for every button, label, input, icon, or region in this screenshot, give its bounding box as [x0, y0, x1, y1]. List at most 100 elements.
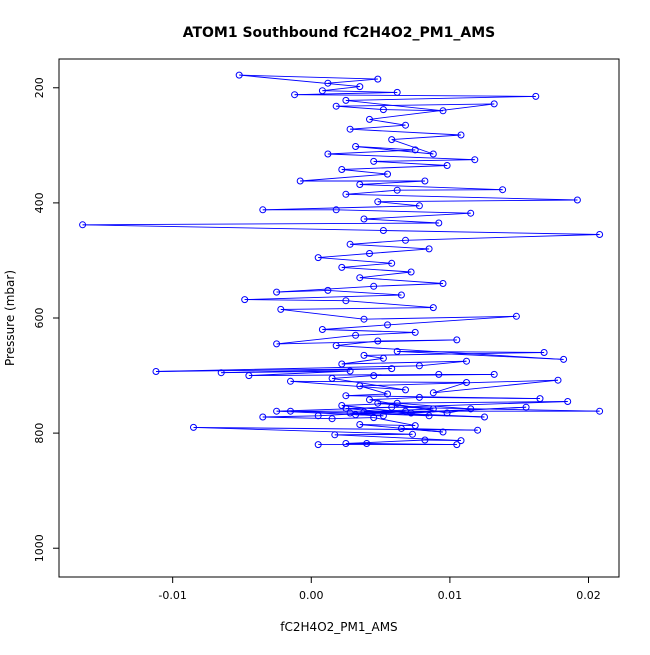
- data-point: [384, 390, 391, 398]
- data-point: [328, 374, 336, 382]
- series-line-segment: [248, 370, 351, 377]
- data-point: [411, 146, 419, 154]
- data-point: [287, 377, 294, 385]
- series-line-segment: [373, 160, 448, 166]
- series-line-segment: [391, 134, 462, 141]
- series-line-segment: [336, 103, 495, 107]
- series-line-segment: [244, 299, 346, 302]
- series-line-segment: [405, 234, 600, 241]
- data-point: [356, 83, 364, 91]
- series-line-segment: [377, 199, 578, 203]
- series-line-segment: [419, 360, 467, 367]
- series-line-segment: [290, 380, 467, 383]
- series-line-segment: [262, 415, 319, 418]
- data-point: [540, 349, 548, 356]
- data-point: [342, 190, 350, 198]
- series-line-segment: [345, 193, 578, 201]
- x-tick-label: 0.01: [438, 589, 463, 602]
- data-point: [407, 409, 415, 417]
- series-line-segment: [334, 434, 462, 442]
- data-point: [217, 369, 225, 377]
- series-line-segment: [345, 395, 541, 400]
- data-point: [360, 351, 368, 359]
- data-point: [429, 304, 437, 312]
- data-point: [273, 340, 281, 348]
- series-line-segment: [193, 426, 478, 431]
- data-point: [463, 357, 470, 365]
- series-line-segment: [280, 308, 365, 320]
- data-point: [324, 286, 332, 294]
- series-points: [79, 71, 604, 449]
- data-point: [259, 206, 267, 214]
- series-line-segment: [341, 165, 448, 170]
- series-line-segment: [290, 380, 406, 391]
- data-point: [453, 441, 461, 449]
- data-point: [379, 412, 387, 420]
- data-point: [443, 162, 451, 169]
- series-line-segment: [276, 339, 457, 345]
- data-point: [439, 428, 447, 436]
- series-line-segment: [411, 406, 527, 414]
- x-tick-label: -0.01: [158, 589, 186, 602]
- series-line-segment: [239, 74, 360, 88]
- data-point: [356, 181, 364, 188]
- data-point: [384, 170, 391, 178]
- series-line-segment: [387, 315, 517, 326]
- data-point: [421, 436, 429, 444]
- series-line-segment: [359, 271, 412, 279]
- data-point: [152, 368, 160, 375]
- data-point: [415, 393, 423, 401]
- data-point: [522, 403, 530, 411]
- data-point: [421, 177, 429, 185]
- data-point: [393, 186, 401, 194]
- series-line-segment: [363, 315, 517, 320]
- series-line-segment: [341, 262, 392, 268]
- series-line-segment: [345, 95, 536, 101]
- data-point: [332, 342, 340, 350]
- series-line-segment: [369, 248, 430, 254]
- series-line-segment: [366, 443, 457, 446]
- data-point: [393, 399, 401, 407]
- data-point: [331, 431, 339, 439]
- data-point: [356, 421, 364, 428]
- series-line-segment: [355, 146, 434, 155]
- series-line-segment: [359, 424, 444, 433]
- data-point: [338, 402, 346, 409]
- data-point: [499, 186, 507, 194]
- data-point: [356, 274, 364, 282]
- data-point: [402, 386, 409, 394]
- data-point: [463, 379, 470, 386]
- series-line-segment: [322, 90, 398, 93]
- series-line-segment: [262, 205, 420, 211]
- data-point: [370, 157, 378, 165]
- data-point: [415, 362, 423, 370]
- chart-title: ATOM1 Southbound fC2H4O2_PM1_AMS: [183, 25, 496, 41]
- data-point: [435, 219, 443, 227]
- data-point: [342, 96, 350, 104]
- y-tick-label: 200: [33, 77, 46, 98]
- data-point: [314, 254, 322, 262]
- data-point: [273, 407, 281, 415]
- series-line-segment: [369, 396, 420, 401]
- data-point: [352, 143, 360, 150]
- y-tick-label: 1000: [33, 534, 46, 562]
- data-point: [296, 177, 304, 185]
- data-point: [379, 227, 387, 234]
- series-line-segment: [155, 365, 420, 372]
- data-point: [370, 282, 378, 290]
- data-point: [596, 407, 604, 415]
- data-point: [332, 102, 340, 110]
- series-line-segment: [377, 401, 568, 404]
- series-line-segment: [369, 399, 448, 414]
- series-line-segment: [294, 91, 398, 96]
- data-point: [429, 389, 437, 397]
- data-point: [467, 209, 475, 217]
- series-line-segment: [383, 230, 600, 235]
- series-line-segment: [248, 373, 439, 377]
- data-point: [393, 347, 401, 355]
- data-point: [560, 355, 568, 363]
- series-line-segment: [359, 424, 416, 427]
- x-axis-label: fC2H4O2_PM1_AMS: [280, 620, 397, 634]
- series-line-segment: [244, 294, 402, 301]
